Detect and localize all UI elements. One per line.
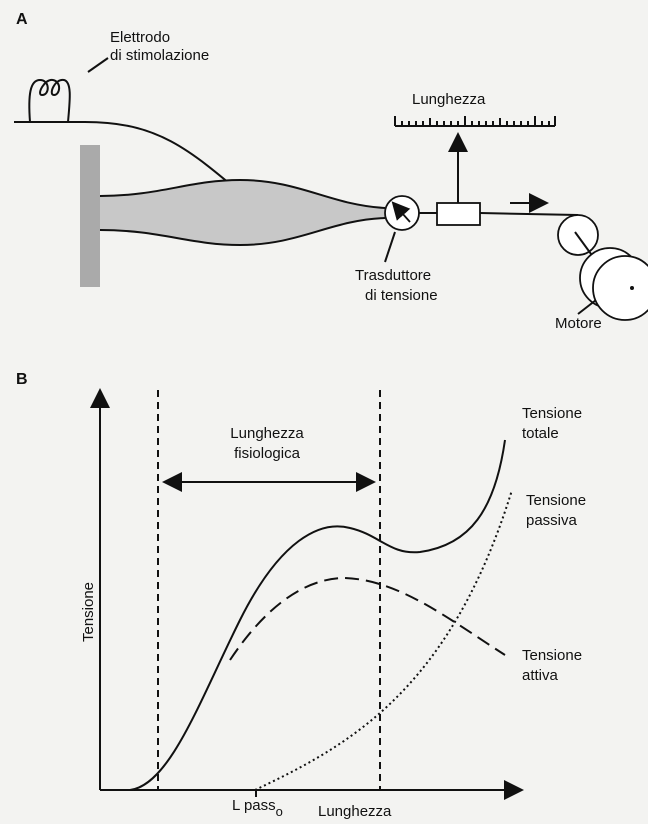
- muscle-bottom: [99, 217, 386, 247]
- x-axis-label: Lunghezza: [318, 803, 392, 820]
- rod: [479, 212, 579, 216]
- transducer-label: di tensione: [365, 287, 438, 304]
- ruler-ticks: [394, 116, 556, 126]
- passive-curve: [254, 489, 513, 791]
- x-marker-subscript: o: [276, 804, 283, 819]
- curve-label: attiva: [522, 667, 559, 684]
- transducer-label: Trasduttore: [355, 267, 431, 284]
- motor-label: Motore: [555, 315, 602, 332]
- total-curve: [129, 439, 506, 791]
- leader: [87, 57, 109, 73]
- x-marker: L passo: [232, 797, 283, 819]
- coil: [28, 78, 71, 123]
- range-label: Lunghezza: [230, 425, 304, 442]
- curve-label: totale: [522, 425, 559, 442]
- muscle-fill: [100, 180, 385, 245]
- y-axis-label: Tensione: [80, 582, 97, 642]
- leader: [384, 231, 396, 263]
- curve-label: Tensione: [522, 647, 582, 664]
- x-marker-text: L pass: [232, 797, 276, 814]
- curve-label: Tensione: [522, 405, 582, 422]
- panel-label: A: [16, 11, 28, 28]
- ruler-label: Lunghezza: [412, 91, 486, 108]
- leader: [577, 299, 597, 315]
- motor: [592, 255, 648, 321]
- electrode-label: Elettrodo: [110, 29, 170, 46]
- panel-label: B: [16, 371, 28, 388]
- transducer-needle: [391, 201, 411, 223]
- slider: [436, 202, 481, 226]
- curve-label: Tensione: [526, 492, 586, 509]
- range-label: fisiologica: [234, 445, 301, 462]
- electrode-label: di stimolazione: [110, 47, 209, 64]
- motor-axis: [630, 286, 634, 290]
- curve-label: passiva: [526, 512, 578, 529]
- wall: [80, 145, 100, 287]
- muscle-top: [99, 178, 386, 209]
